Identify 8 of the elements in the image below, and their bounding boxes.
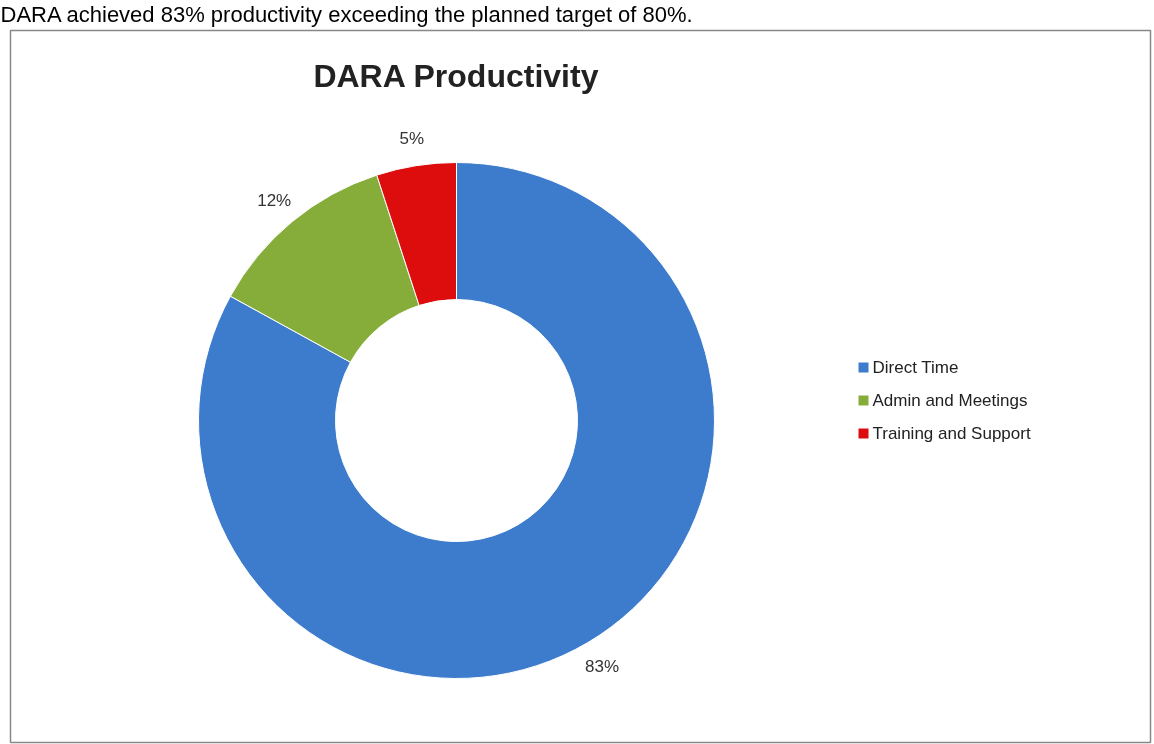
legend-label: Direct Time [872, 358, 959, 377]
data-label: 12% [257, 190, 292, 210]
text: DARA achieved 83% productivity exceeding the planned target of 80%. [0, 1, 693, 27]
chart-title: DARA Productivity [313, 57, 599, 94]
data-label: 83% [585, 657, 620, 677]
legend-label: Training and Support [872, 424, 1031, 443]
data-label: 5% [399, 128, 425, 148]
legend-label: Admin and Meetings [872, 391, 1028, 410]
